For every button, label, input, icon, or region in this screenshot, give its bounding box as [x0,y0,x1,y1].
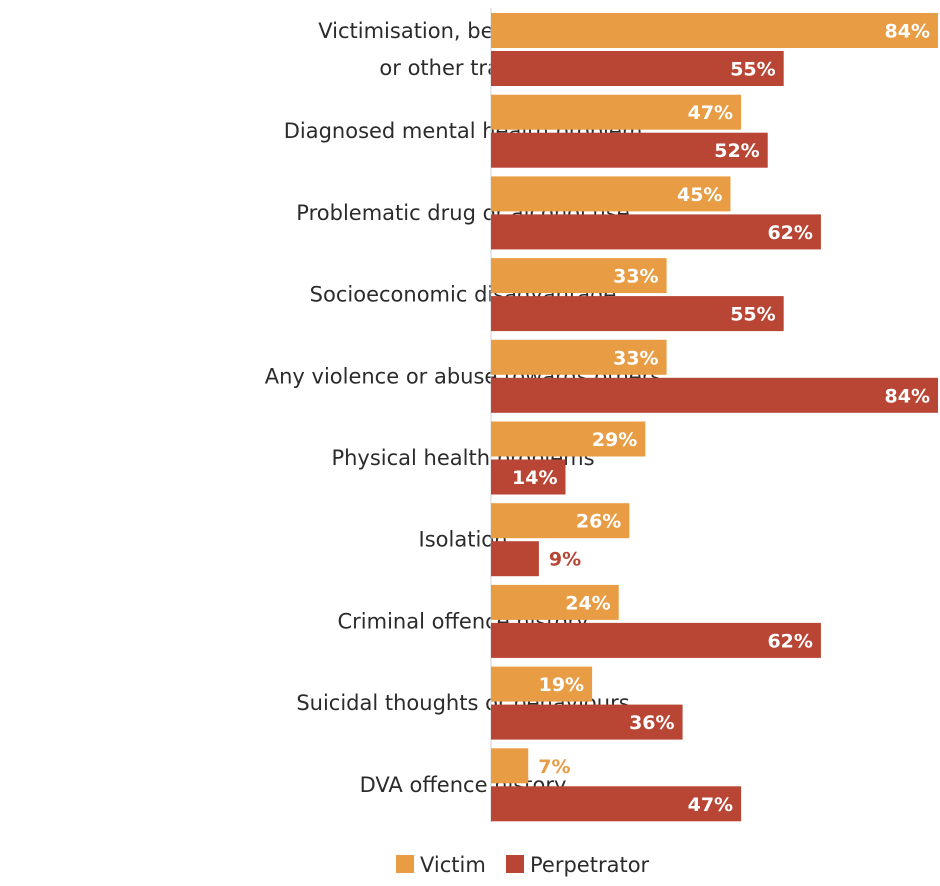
bar-victim-dva-offence-history [491,748,529,784]
bar-perpetrator-criminal-offence-history [491,622,821,658]
data-label-perpetrator-any-violence-or-abuse-towards-others: 84% [885,385,930,407]
data-label-perpetrator-dva-offence-history: 47% [688,794,733,816]
data-label-perpetrator-physical-health-problems: 14% [512,467,557,489]
data-label-perpetrator-criminal-offence-history: 62% [767,630,812,652]
legend-label-perpetrator: Perpetrator [530,853,650,877]
bar-victim-suicidal-thoughts-or-behaviours [491,666,593,702]
legend-swatch-victim [396,855,414,873]
data-label-victim-suicidal-thoughts-or-behaviours: 19% [539,674,584,696]
bar-perpetrator-isolation [491,541,539,577]
bar-victim-any-violence-or-abuse-towards-others [491,339,667,375]
legend-swatch-perpetrator [506,855,524,873]
data-label-perpetrator-victimisation-bereavement-or-other-trauma: 55% [730,59,775,81]
data-label-perpetrator-diagnosed-mental-health-problem: 52% [714,140,759,162]
bar-perpetrator-physical-health-problems [491,459,566,495]
bar-victim-isolation [491,503,630,539]
bar-victim-socioeconomic-disadvantage [491,258,667,294]
data-label-victim-problematic-drug-or-alcohol-use: 45% [677,184,722,206]
bar-victim-criminal-offence-history [491,584,619,620]
data-label-victim-victimisation-bereavement-or-other-trauma: 84% [885,21,930,43]
data-label-victim-isolation: 26% [576,511,621,533]
data-label-perpetrator-isolation: 9% [549,549,581,571]
legend: Victim Perpetrator [396,853,650,877]
data-label-victim-physical-health-problems: 29% [592,429,637,451]
bar-victim-diagnosed-mental-health-problem [491,94,742,130]
bar-perpetrator-suicidal-thoughts-or-behaviours [491,704,683,740]
data-label-perpetrator-problematic-drug-or-alcohol-use: 62% [767,222,812,244]
bar-perpetrator-dva-offence-history [491,786,742,822]
bars: 84% 55% 47% 52% 45% 62% 33% 55% 33% 84% 29% 14% 26% 9… [491,13,938,822]
bar-perpetrator-any-violence-or-abuse-towards-others [491,377,938,413]
bar-victim-physical-health-problems [491,421,646,457]
bar-perpetrator-diagnosed-mental-health-problem [491,132,768,168]
bar-perpetrator-victimisation-bereavement-or-other-trauma [491,51,784,86]
legend-label-victim: Victim [420,853,486,877]
bar-perpetrator-socioeconomic-disadvantage [491,296,784,332]
data-label-victim-criminal-offence-history: 24% [565,592,610,614]
bar-victim-problematic-drug-or-alcohol-use [491,176,731,212]
data-label-victim-dva-offence-history: 7% [538,756,570,778]
data-label-victim-socioeconomic-disadvantage: 33% [613,266,658,288]
data-label-perpetrator-socioeconomic-disadvantage: 55% [730,304,775,326]
data-label-victim-any-violence-or-abuse-towards-others: 33% [613,347,658,369]
bar-perpetrator-problematic-drug-or-alcohol-use [491,214,821,250]
bar-victim-victimisation-bereavement-or-other-trauma [491,13,938,48]
data-label-victim-diagnosed-mental-health-problem: 47% [688,102,733,124]
data-label-perpetrator-suicidal-thoughts-or-behaviours: 36% [629,712,674,734]
